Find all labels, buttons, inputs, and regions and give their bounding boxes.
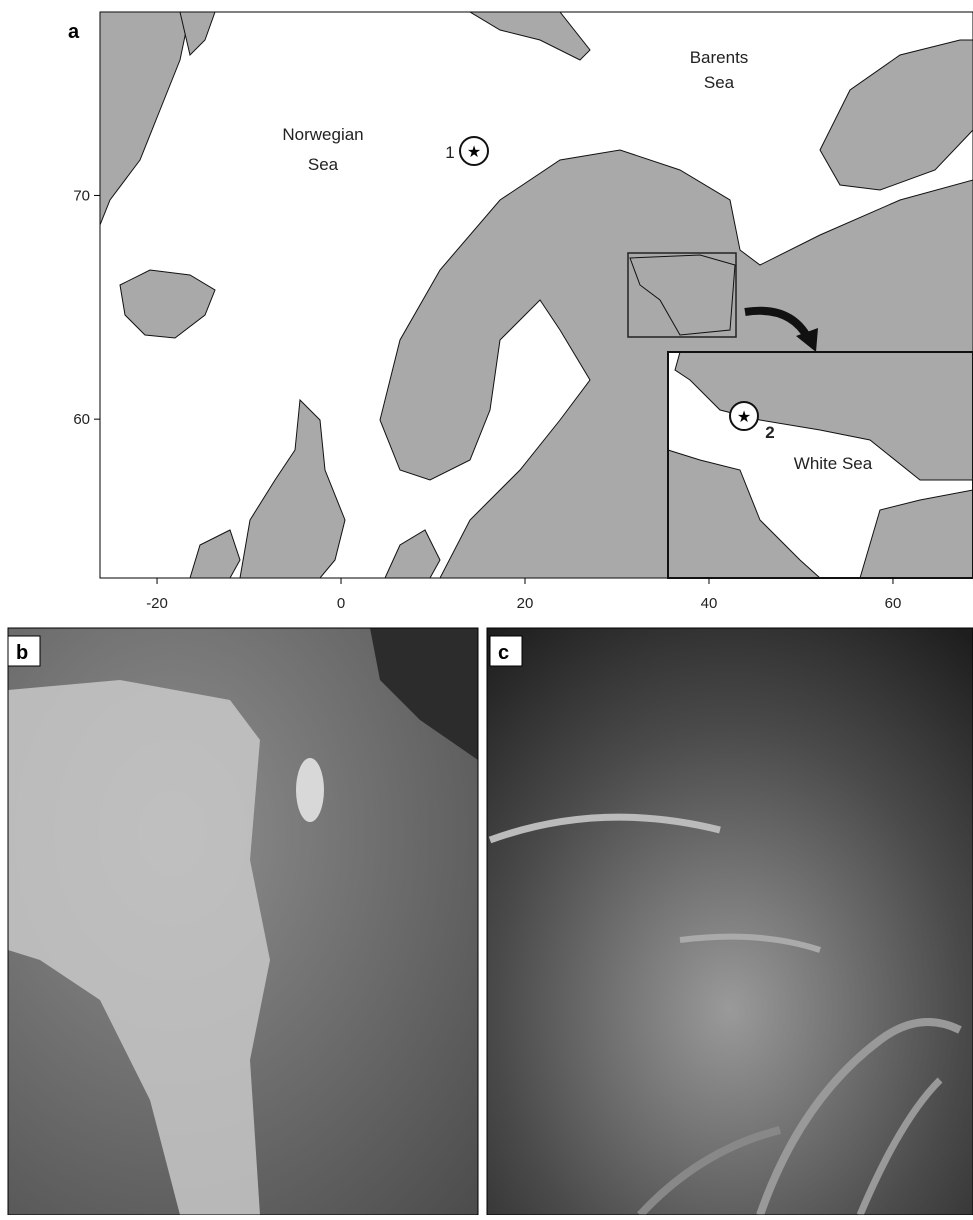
panel-label: b <box>16 642 28 664</box>
figure: ★ ★ 1 2 Norwegian Sea Barents Sea White … <box>0 0 973 1215</box>
sea-label: White Sea <box>794 454 873 473</box>
y-tick-label: 70 <box>73 187 90 204</box>
sea-label: Sea <box>704 73 735 92</box>
x-tick-label: 0 <box>337 595 345 612</box>
svg-text:★: ★ <box>467 144 481 161</box>
svg-text:★: ★ <box>737 409 751 426</box>
x-tick-label: 20 <box>517 595 534 612</box>
site-2: ★ <box>730 402 758 430</box>
photo-c: c <box>487 628 973 1215</box>
panel-label: a <box>68 21 80 43</box>
site-label: 2 <box>765 423 774 442</box>
x-tick-label: 60 <box>885 595 902 612</box>
panel-label: c <box>498 642 509 664</box>
x-tick-label: -20 <box>146 595 168 612</box>
x-tick-label: 40 <box>701 595 718 612</box>
sea-label: Sea <box>308 155 339 174</box>
sea-label: Barents <box>690 48 749 67</box>
map-panel: ★ ★ 1 2 Norwegian Sea Barents Sea White … <box>68 12 973 612</box>
site-label: 1 <box>445 143 454 162</box>
sea-label: Norwegian <box>282 125 363 144</box>
y-tick-label: 60 <box>73 411 90 428</box>
photo-b: b <box>8 628 478 1215</box>
site-1: ★ <box>460 137 488 165</box>
